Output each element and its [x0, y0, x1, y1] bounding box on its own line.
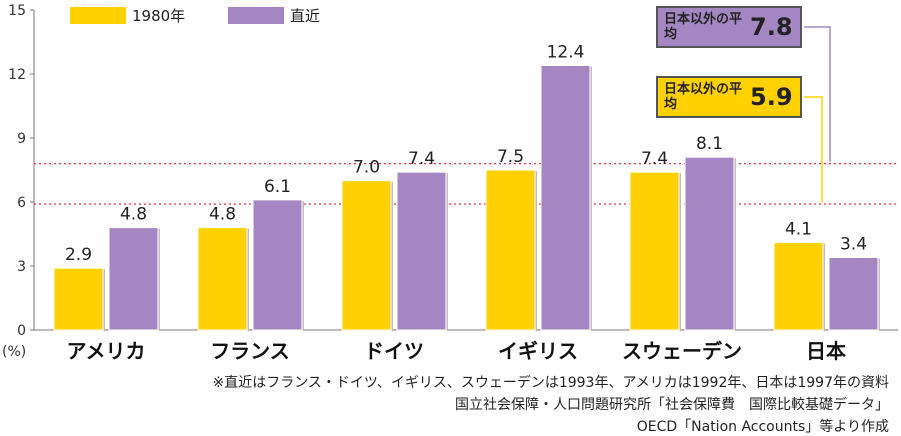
legend-label: 1980年 [132, 7, 185, 25]
category-label: アメリカ [67, 339, 146, 363]
grid-layer [30, 9, 898, 331]
footnote-source-1: 国立社会保障・人口問題研究所「社会保障費 国際比較基礎データ」 [455, 397, 889, 413]
callout-recent-label: 日本以外の平均 [664, 12, 743, 42]
bar-recent [396, 171, 447, 331]
reference-lines [34, 26, 898, 205]
y-tick-label: 9 [17, 131, 26, 147]
y-tick-label: 6 [17, 195, 26, 211]
category-label: イギリス [498, 339, 578, 363]
legend-swatch [70, 7, 126, 24]
value-label: 2.9 [65, 245, 92, 265]
value-label: 4.8 [120, 205, 147, 225]
callout-1980-label: 日本以外の平均 [664, 82, 743, 112]
callout-recent-value: 7.8 [750, 13, 793, 41]
y-axis-unit: (%) [2, 344, 26, 360]
category-label: ドイツ [364, 339, 424, 363]
value-label: 7.0 [353, 158, 380, 178]
bar-1980 [197, 227, 248, 331]
legend: 1980年 直近 [70, 7, 320, 25]
y-tick-label: 3 [17, 259, 26, 275]
callout-recent-average: 日本以外の平均 7.8 [656, 6, 802, 48]
value-label: 3.4 [840, 234, 867, 254]
category-label: スウェーデン [622, 339, 742, 363]
callout-1980-value: 5.9 [750, 83, 793, 111]
value-label: 7.5 [497, 147, 524, 167]
value-label: 7.4 [641, 149, 668, 169]
legend-swatch [228, 7, 284, 24]
legend-label: 直近 [290, 7, 320, 25]
value-label: 7.4 [408, 149, 435, 169]
y-tick-label: 0 [17, 323, 26, 339]
footnote-source-2: OECD「Nation Accounts」等より作成 [636, 419, 889, 435]
bar-recent [108, 227, 159, 331]
y-tick-label: 12 [8, 67, 26, 83]
value-label: 8.1 [696, 134, 723, 154]
callout-connector [804, 26, 831, 162]
bar-1980 [341, 180, 392, 331]
value-label: 12.4 [547, 42, 585, 62]
bars [53, 64, 880, 331]
bar-recent [828, 256, 879, 331]
category-label: フランス [210, 339, 290, 363]
y-tick-label: 15 [8, 3, 26, 19]
bar-recent [540, 64, 591, 331]
bar-1980 [485, 169, 536, 331]
bar-recent [252, 199, 303, 331]
labels: 0 3 6 9 12 15 (%) 2.9 4.8 アメリカ 4.8 6.1 フランス 7.0 7.4 ドイツ… [2, 3, 867, 363]
callout-connector [804, 96, 823, 203]
category-label: 日本 [806, 339, 846, 363]
value-label: 6.1 [264, 177, 291, 197]
value-label: 4.8 [209, 205, 236, 225]
callout-1980-average: 日本以外の平均 5.9 [656, 76, 802, 118]
bar-1980 [629, 171, 680, 331]
bar-recent [684, 156, 735, 331]
bar-1980 [53, 267, 104, 331]
bar-1980 [773, 242, 824, 331]
value-label: 4.1 [785, 220, 812, 240]
footnote-period: ※直近はフランス・ドイツ、イギリス、スウェーデンは1993年、アメリカは1992… [212, 375, 889, 391]
